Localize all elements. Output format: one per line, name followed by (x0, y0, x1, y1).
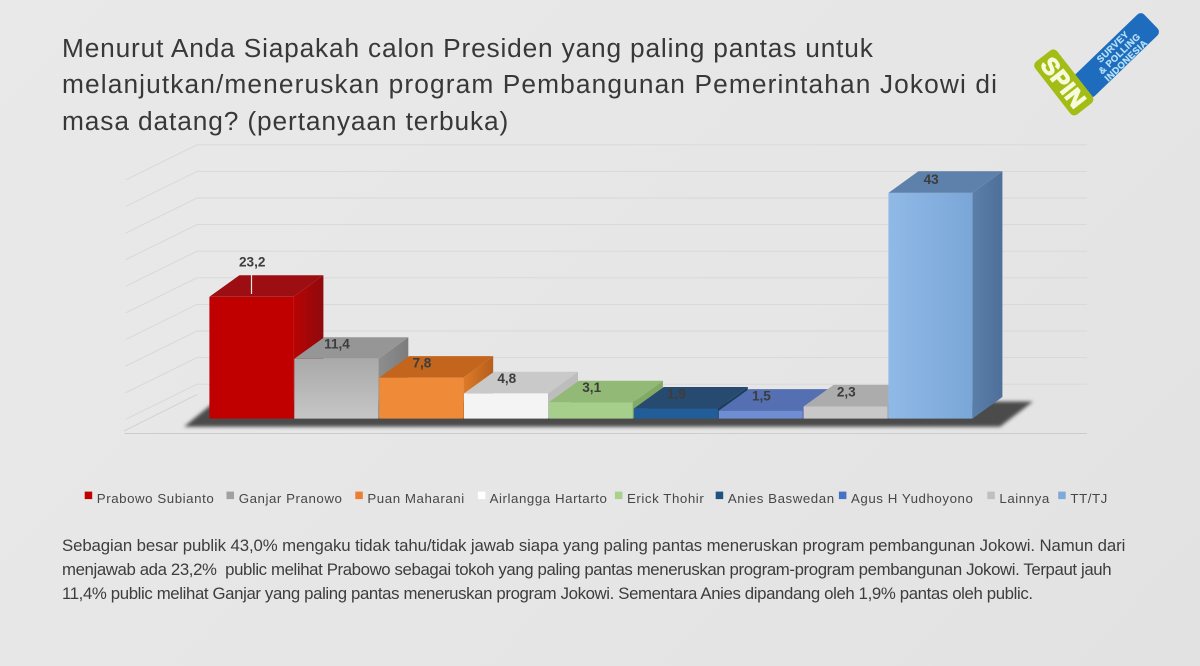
svg-text:Ganjar Pranowo: Ganjar Pranowo (239, 491, 343, 506)
svg-text:Anies Baswedan: Anies Baswedan (728, 491, 835, 506)
svg-text:Erick Thohir: Erick Thohir (627, 491, 704, 506)
svg-text:11,4: 11,4 (324, 337, 350, 352)
svg-text:23,2: 23,2 (239, 254, 266, 269)
svg-text:43: 43 (924, 172, 940, 187)
svg-text:2,3: 2,3 (837, 384, 856, 399)
svg-text:1,9: 1,9 (667, 386, 686, 401)
svg-text:Agus H Yudhoyono: Agus H Yudhoyono (851, 491, 973, 506)
svg-text:Puan Maharani: Puan Maharani (367, 491, 464, 506)
svg-text:3,1: 3,1 (582, 380, 601, 395)
svg-text:Airlangga Hartarto: Airlangga Hartarto (490, 491, 608, 506)
svg-text:1,5: 1,5 (752, 389, 771, 404)
svg-text:Prabowo Subianto: Prabowo Subianto (97, 491, 214, 506)
svg-text:7,8: 7,8 (412, 356, 431, 371)
svg-text:Lainnya: Lainnya (999, 491, 1049, 506)
svg-text:TT/TJ: TT/TJ (1070, 491, 1107, 506)
svg-text:4,8: 4,8 (497, 371, 516, 386)
